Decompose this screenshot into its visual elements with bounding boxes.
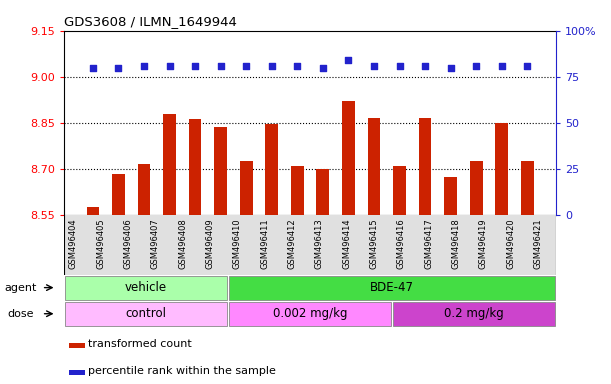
Bar — [64, 215, 556, 275]
Text: control: control — [126, 307, 167, 320]
Bar — [240, 161, 252, 215]
Text: GSM496405: GSM496405 — [96, 218, 105, 269]
Text: GSM496417: GSM496417 — [424, 218, 433, 269]
Text: GSM496409: GSM496409 — [205, 218, 214, 269]
Point — [522, 63, 532, 69]
Bar — [69, 343, 86, 348]
Bar — [393, 302, 555, 326]
Point — [216, 63, 225, 69]
Text: GSM496412: GSM496412 — [287, 218, 296, 269]
Bar — [393, 166, 406, 215]
Text: dose: dose — [7, 309, 34, 319]
Bar — [316, 169, 329, 215]
Text: GSM496411: GSM496411 — [260, 218, 269, 269]
Text: 0.002 mg/kg: 0.002 mg/kg — [273, 307, 347, 320]
Text: GDS3608 / ILMN_1649944: GDS3608 / ILMN_1649944 — [64, 15, 237, 28]
Text: GSM496410: GSM496410 — [233, 218, 242, 269]
Bar — [470, 161, 483, 215]
Text: GSM496414: GSM496414 — [342, 218, 351, 269]
Bar — [444, 177, 457, 215]
Point — [369, 63, 379, 69]
Point — [165, 63, 175, 69]
Bar — [163, 114, 176, 215]
Point — [446, 65, 456, 71]
Text: GSM496415: GSM496415 — [370, 218, 378, 269]
Point — [497, 63, 507, 69]
Bar — [265, 124, 278, 215]
Point — [318, 65, 327, 71]
Text: GSM496419: GSM496419 — [478, 218, 488, 269]
Text: GSM496404: GSM496404 — [69, 218, 78, 269]
Point — [343, 57, 353, 63]
Text: GSM496413: GSM496413 — [315, 218, 324, 269]
Point — [241, 63, 251, 69]
Point — [420, 63, 430, 69]
Point — [293, 63, 302, 69]
Bar — [69, 370, 86, 375]
Point — [395, 63, 404, 69]
Bar — [291, 166, 304, 215]
Point — [88, 65, 98, 71]
Text: GSM496416: GSM496416 — [397, 218, 406, 269]
Text: GSM496421: GSM496421 — [533, 218, 543, 269]
Bar — [87, 207, 100, 215]
Bar — [112, 174, 125, 215]
Point — [114, 65, 123, 71]
Text: transformed count: transformed count — [88, 339, 192, 349]
Text: GSM496418: GSM496418 — [452, 218, 460, 269]
Text: agent: agent — [4, 283, 37, 293]
Text: BDE-47: BDE-47 — [370, 281, 414, 294]
Bar — [65, 302, 227, 326]
Text: GSM496408: GSM496408 — [178, 218, 187, 269]
Bar — [342, 101, 355, 215]
Text: GSM496407: GSM496407 — [151, 218, 160, 269]
Point — [190, 63, 200, 69]
Bar — [496, 123, 508, 215]
Point — [471, 63, 481, 69]
Text: vehicle: vehicle — [125, 281, 167, 294]
Bar — [65, 276, 227, 300]
Bar — [229, 302, 391, 326]
Text: percentile rank within the sample: percentile rank within the sample — [88, 366, 276, 376]
Text: 0.2 mg/kg: 0.2 mg/kg — [444, 307, 504, 320]
Text: GSM496420: GSM496420 — [506, 218, 515, 269]
Bar — [521, 161, 533, 215]
Point — [267, 63, 277, 69]
Bar — [214, 127, 227, 215]
Bar — [137, 164, 150, 215]
Text: GSM496406: GSM496406 — [123, 218, 133, 269]
Point — [139, 63, 149, 69]
Bar — [229, 276, 555, 300]
Bar — [189, 119, 202, 215]
Bar — [419, 118, 431, 215]
Bar — [368, 118, 380, 215]
